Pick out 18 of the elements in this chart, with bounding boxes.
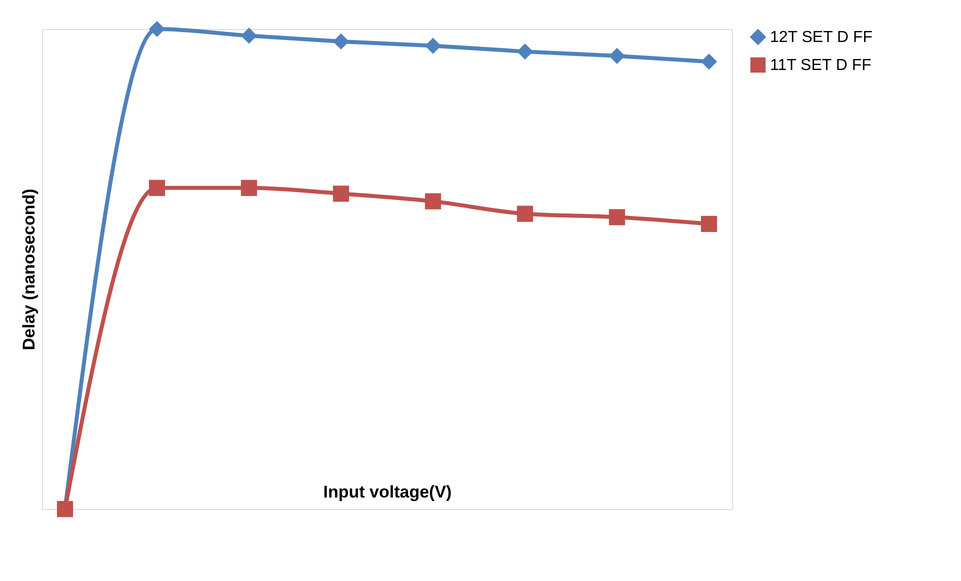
point (608, 48, 626, 64)
x-axis-title: Input voltage(V) (323, 482, 452, 502)
point (608, 209, 626, 226)
point (424, 193, 442, 210)
point (516, 44, 534, 60)
point (240, 28, 258, 44)
legend-label: 11T SET D FF (770, 57, 872, 74)
point (148, 180, 166, 196)
point (332, 186, 350, 202)
point (700, 216, 718, 232)
point (516, 206, 534, 222)
point (240, 180, 258, 196)
point (332, 33, 350, 50)
point (700, 54, 718, 70)
legend-label: 12T SET D FF (770, 29, 873, 46)
point (424, 38, 442, 54)
y-axis-title: Delay (nanosecond) (20, 188, 38, 350)
point (148, 20, 166, 38)
